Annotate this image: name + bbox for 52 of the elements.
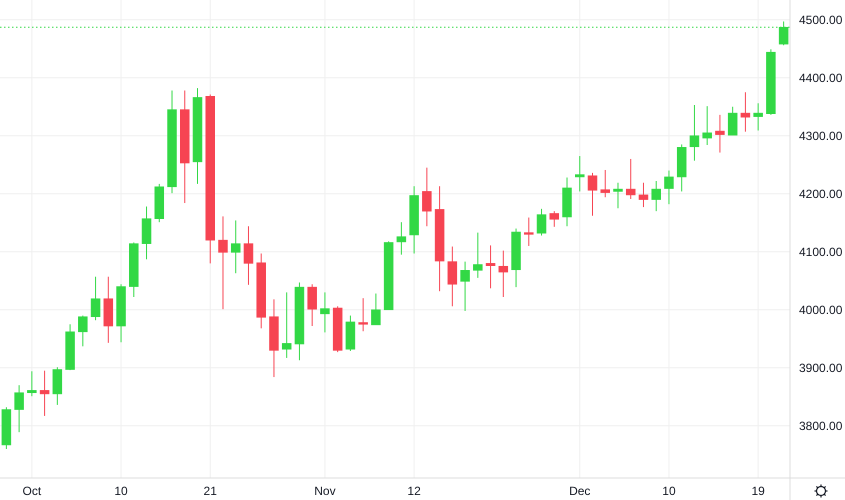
- x-tick-label: Dec: [569, 484, 590, 498]
- candlestick: [40, 370, 50, 416]
- x-tick-label: Nov: [314, 484, 336, 498]
- x-tick-label: 21: [204, 484, 218, 498]
- y-tick-label: 4000.00: [799, 302, 843, 317]
- x-tick-label: 12: [407, 484, 422, 498]
- candlestick: [486, 244, 496, 289]
- candlestick: [218, 216, 228, 310]
- candlestick: [753, 102, 763, 132]
- x-tick-label: 10: [662, 484, 676, 498]
- candlestick: [550, 210, 560, 228]
- candlestick: [448, 246, 458, 307]
- candlestick: [715, 114, 725, 154]
- candlestick: [740, 92, 750, 132]
- candlestick: [27, 370, 37, 397]
- candlestick: [371, 293, 381, 326]
- candlestick: [575, 156, 585, 192]
- candlestick: [728, 106, 738, 136]
- candlestick: [460, 261, 470, 312]
- candlestick: [422, 167, 432, 227]
- candlestick: [230, 220, 240, 274]
- x-tick-label: 19: [751, 484, 766, 498]
- candlestick: [600, 169, 610, 198]
- candlestick: [626, 158, 636, 200]
- candlestick: [613, 182, 623, 209]
- candlestick: [536, 208, 546, 236]
- y-tick-label: 4200.00: [799, 186, 843, 201]
- y-tick-label: 3900.00: [799, 360, 843, 375]
- candlestick: [282, 292, 292, 358]
- candlestick: [307, 284, 317, 327]
- candlestick: [244, 226, 254, 286]
- candlestick: [638, 182, 648, 208]
- y-tick-label: 3800.00: [799, 418, 843, 433]
- candlestick: [702, 106, 712, 146]
- candlestick: [498, 250, 508, 298]
- y-tick-label: 4400.00: [799, 70, 843, 85]
- x-tick-label: Oct: [22, 484, 42, 498]
- y-tick-label: 4100.00: [799, 244, 843, 259]
- candlestick: [14, 384, 24, 433]
- candlestick: [396, 222, 406, 256]
- x-tick-label: 10: [114, 484, 128, 498]
- candlestick: [358, 298, 368, 332]
- y-tick-label: 4500.00: [799, 12, 843, 27]
- candlestick: [473, 232, 483, 278]
- candlestick: [690, 104, 700, 162]
- candlestick: [78, 315, 88, 347]
- candlestick: [320, 292, 330, 333]
- y-tick-label: 4300.00: [799, 128, 843, 143]
- candlestick: [588, 172, 598, 216]
- candlestick: [664, 170, 674, 205]
- candlestick: [90, 276, 100, 321]
- candlestick: [651, 180, 661, 212]
